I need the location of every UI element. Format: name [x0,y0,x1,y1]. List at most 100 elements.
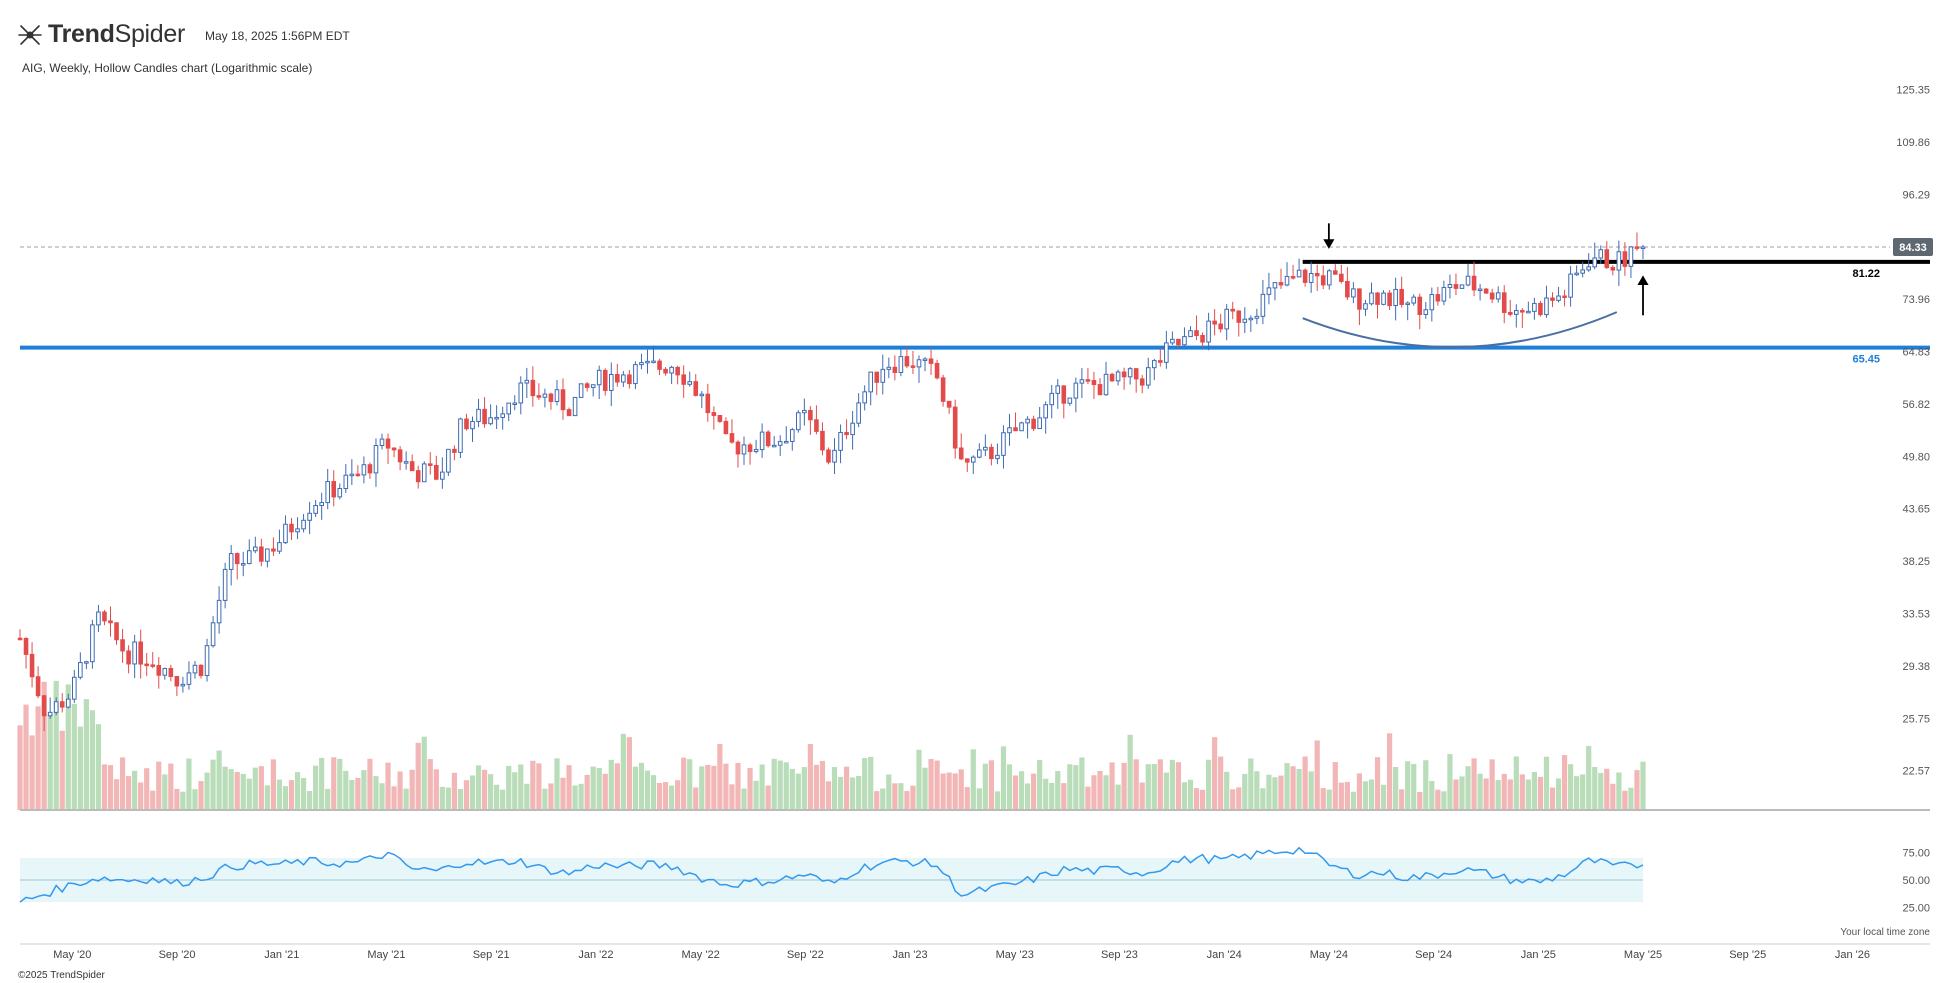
candle-body [1103,373,1109,396]
time-tick-label: Sep '23 [1101,949,1138,961]
candle-body [277,542,282,552]
volume-bar [795,773,801,810]
volume-bar [1073,765,1079,810]
rsi-tick-label: 50.00 [1902,875,1930,887]
candle-body [1170,338,1175,344]
time-tick-label: May '25 [1624,949,1662,961]
candle-body [1121,371,1127,378]
volume-bar [17,725,23,810]
candle-body [415,470,421,483]
candle-body [440,471,445,480]
price-tick-label: 29.38 [1902,661,1930,673]
candle-body [325,481,331,504]
candle-body [355,473,361,477]
candle-body [1061,385,1067,404]
volume-bar [264,785,270,810]
volume-bar [868,756,874,810]
volume-bar [1374,757,1381,810]
volume-bar [1604,768,1610,810]
volume-bar [89,710,96,810]
trendspider-logo[interactable]: TrendSpider [18,20,185,49]
volume-bar [427,759,433,810]
candle-body [922,358,928,361]
candle-body [1254,315,1260,319]
candle-body [427,463,433,466]
candle-body [409,461,415,472]
volume-bar [524,783,530,810]
price-tick-label: 43.65 [1902,504,1930,516]
volume-bar [1555,778,1562,810]
time-tick-label: May '24 [1310,949,1348,961]
candle-body [1453,284,1459,289]
candle-body [259,546,264,562]
candle-body [1369,292,1374,305]
price-tick-label: 109.86 [1896,137,1930,149]
candle-body [488,417,493,425]
chart-subtitle: AIG, Weekly, Hollow Candles chart (Logar… [22,61,313,75]
volume-bar [337,758,343,810]
candle-body [723,420,729,435]
volume-bar [204,772,210,810]
volume-bar [1103,775,1109,810]
volume-bar [29,735,35,810]
candle-body [234,553,240,565]
candle-body [156,665,162,676]
volume-bar [1622,790,1628,810]
volume-bar [1024,783,1031,810]
volume-bar [542,788,548,810]
candle-body [265,548,270,562]
candle-body [132,641,137,665]
candle-body [777,441,783,446]
time-tick-label: Jan '24 [1207,949,1242,961]
candle-body [524,379,530,384]
volume-bar [475,765,482,810]
candle-body [379,438,385,447]
volume-bar [952,773,958,810]
volume-bar [1429,780,1435,810]
volume-bar [1212,737,1218,810]
volume-bar [373,776,379,810]
candle-body [1387,292,1392,307]
candle-body [1013,427,1018,432]
candle-body [880,368,886,383]
candle-body [542,393,548,398]
candle-body [1284,276,1290,286]
volume-bar [234,772,240,810]
volume-bar [101,764,108,810]
volume-bar [982,763,988,810]
candle-body [1471,275,1477,291]
volume-bar [1586,745,1592,810]
volume-bar [590,766,596,810]
candle-body [759,431,765,451]
candle-body [1435,294,1441,302]
volume-bar [119,757,126,810]
candle-body [421,463,427,483]
candle-body [168,667,174,678]
volume-bar [65,684,71,810]
candle-body [566,409,572,417]
volume-bar [548,783,554,810]
candle-body [301,519,306,530]
timezone-note: Your local time zone [1840,927,1930,938]
price-tick-label: 64.83 [1902,346,1930,358]
candle-body [59,701,65,708]
volume-bar [1079,757,1085,810]
candle-body [385,438,391,449]
volume-bar [644,770,651,810]
candle-body [717,414,723,422]
volume-bar [198,781,204,810]
volume-bar [626,737,632,810]
volume-bar [126,776,132,810]
volume-bar [1567,764,1574,810]
volume-bar [1531,771,1537,810]
candle-body [1194,330,1199,337]
volume-bar [325,788,331,810]
volume-bar [518,764,524,810]
volume-bar [1284,763,1290,810]
volume-bar [83,699,89,810]
candle-body [1242,318,1248,323]
volume-bar [168,763,174,810]
candle-body [615,373,620,383]
candle-body [240,563,246,566]
